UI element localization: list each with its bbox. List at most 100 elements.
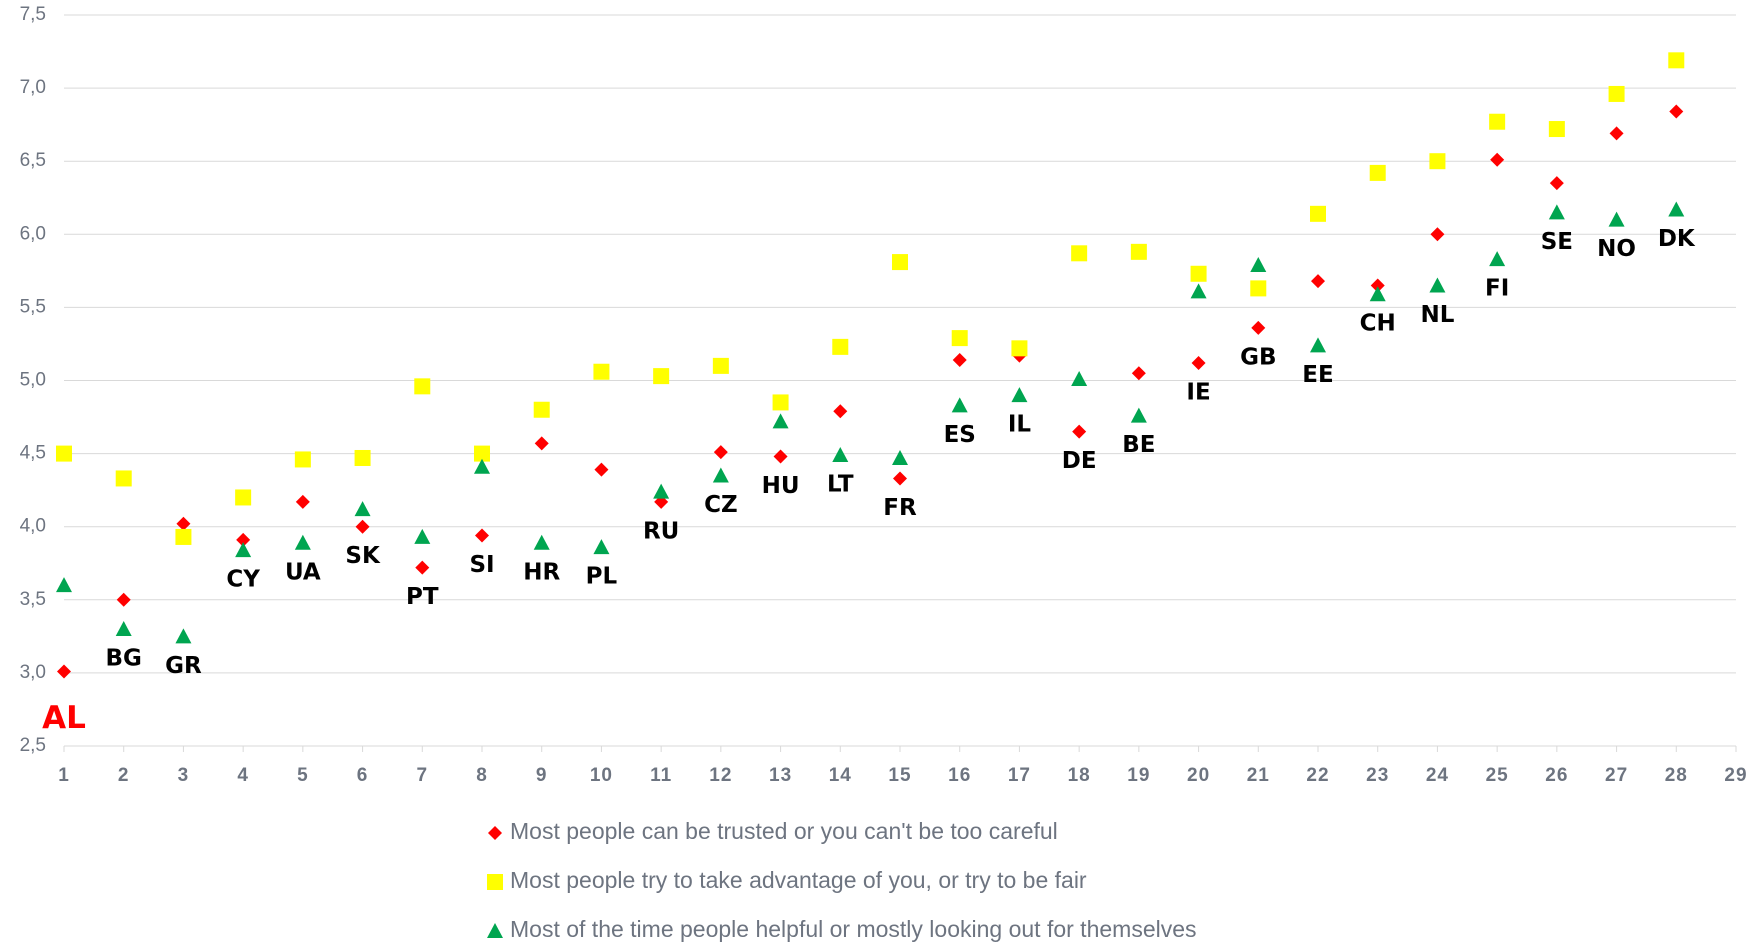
x-tick-label: 10 (590, 765, 613, 786)
point-label: DK (1658, 226, 1696, 252)
point-label: DE (1062, 448, 1097, 474)
point (1130, 243, 1147, 260)
x-tick-label: 16 (948, 765, 971, 786)
point (1190, 283, 1207, 299)
point (474, 445, 490, 462)
y-tick-label: 6,5 (20, 150, 46, 171)
point (236, 532, 251, 547)
point (57, 664, 71, 679)
point-label: BE (1122, 432, 1155, 458)
point (772, 394, 789, 411)
point (594, 462, 609, 477)
point (1548, 204, 1565, 220)
point (474, 458, 490, 474)
point (1548, 121, 1565, 138)
x-tick-label: 26 (1545, 765, 1568, 786)
y-tick-label: 3,5 (20, 589, 46, 610)
x-tick-label: 19 (1127, 765, 1150, 786)
point-label: GR (165, 653, 202, 679)
point (1071, 371, 1088, 387)
x-tick-label: 20 (1187, 765, 1210, 786)
point (56, 577, 72, 593)
point-label: NL (1420, 302, 1454, 328)
point (176, 516, 191, 531)
point (235, 542, 252, 558)
point-label: SI (469, 552, 494, 578)
point (414, 378, 431, 395)
x-tick-label: 11 (650, 765, 672, 786)
point (832, 447, 849, 463)
point (1310, 205, 1326, 222)
point (116, 592, 131, 607)
point-label: RU (643, 518, 679, 544)
legend-label: Most people try to take advantage of you… (510, 867, 1087, 893)
x-tick-label: 14 (829, 765, 852, 786)
point (1369, 164, 1386, 181)
point (354, 501, 371, 517)
x-tick-label: 2 (118, 765, 130, 786)
x-tick-label: 24 (1426, 765, 1449, 786)
point (1130, 407, 1147, 423)
point (1191, 355, 1206, 370)
point (951, 330, 968, 347)
point-label: AL (42, 700, 86, 736)
y-tick-label: 7,0 (20, 77, 46, 98)
point (712, 357, 729, 374)
point (295, 494, 310, 509)
point (832, 338, 849, 355)
y-tick-label: 5,5 (20, 296, 46, 317)
point-label: HR (523, 559, 560, 585)
point-label: IL (1008, 412, 1032, 438)
point (1429, 153, 1446, 170)
point (56, 445, 72, 462)
point (1608, 85, 1625, 102)
point (1609, 126, 1624, 141)
point (294, 534, 311, 550)
point (1489, 251, 1506, 267)
point (1250, 280, 1267, 297)
point-label: GB (1240, 344, 1276, 370)
point (773, 449, 788, 464)
point (115, 470, 132, 487)
point (533, 534, 550, 550)
x-tick-label: 9 (536, 765, 548, 786)
point (893, 471, 907, 486)
point (1490, 152, 1505, 167)
point (175, 528, 192, 545)
point-label: PL (586, 564, 618, 590)
point (951, 397, 968, 413)
point-label: HU (762, 473, 800, 499)
point (892, 254, 908, 271)
point-label: SK (345, 543, 381, 569)
x-tick-label: 25 (1486, 765, 1509, 786)
y-tick-label: 2,5 (20, 735, 46, 756)
point (1190, 265, 1207, 282)
point-label: CH (1360, 311, 1396, 337)
point (235, 489, 252, 506)
point (593, 363, 610, 380)
point (1430, 227, 1445, 242)
x-tick-label: 23 (1366, 765, 1389, 786)
y-tick-label: 4,0 (20, 516, 46, 537)
point (653, 483, 670, 499)
point (1369, 286, 1386, 302)
point (1668, 52, 1685, 69)
x-tick-label: 22 (1306, 765, 1329, 786)
point-label: ES (944, 422, 976, 448)
point-label: FI (1485, 276, 1509, 302)
point (415, 560, 430, 575)
legend-marker (487, 923, 503, 938)
x-tick-label: 18 (1068, 765, 1091, 786)
point (533, 401, 550, 418)
y-tick-label: 3,0 (20, 662, 46, 683)
point (653, 368, 670, 385)
legend-marker (487, 874, 503, 890)
point-label: LT (827, 472, 854, 498)
point-label: NO (1597, 236, 1636, 262)
point (952, 353, 967, 368)
x-tick-label: 12 (709, 765, 732, 786)
y-tick-label: 6,0 (20, 223, 46, 244)
legend-marker (488, 826, 502, 840)
point (1669, 104, 1684, 119)
